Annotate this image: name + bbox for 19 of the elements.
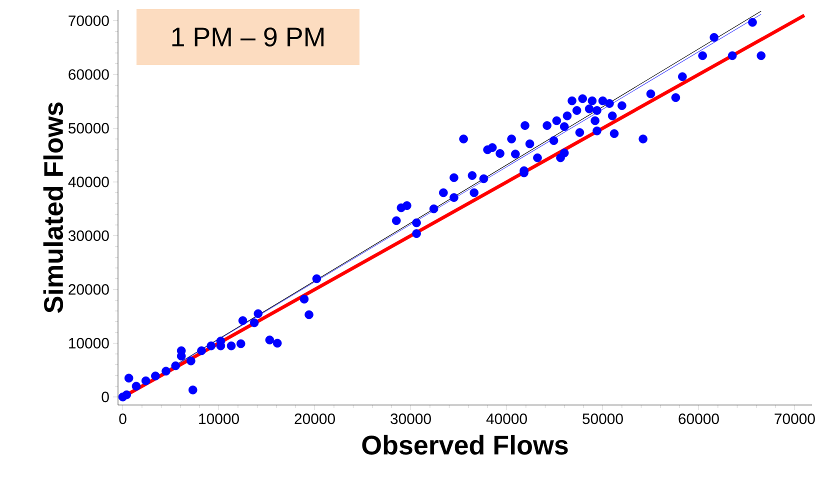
y-tick-label: 40000: [68, 176, 109, 188]
x-axis-title: Observed Flows: [362, 434, 568, 455]
y-tick-label: 10000: [69, 338, 109, 348]
y-tick-label: 60000: [68, 69, 109, 80]
y-tick-label: 20000: [68, 284, 109, 295]
x-tick-label: 50000: [582, 414, 623, 424]
y-tick-label: 30000: [68, 230, 109, 241]
x-tick-label: 0: [119, 414, 126, 424]
x-tick-label: 40000: [486, 414, 527, 424]
text: 1 PM – 9 PM: [172, 27, 324, 47]
y-axis-title: Simulated Flows: [43, 102, 64, 313]
x-tick-label: 60000: [678, 414, 719, 424]
x-tick-label: 70000: [774, 414, 815, 424]
x-tick-label: 30000: [390, 414, 431, 424]
y-tick-label: 0: [102, 392, 109, 402]
y-tick-label: 50000: [68, 122, 109, 134]
x-tick-label: 10000: [199, 414, 239, 424]
y-tick-label: 70000: [68, 15, 109, 26]
x-tick-label: 20000: [294, 414, 335, 424]
